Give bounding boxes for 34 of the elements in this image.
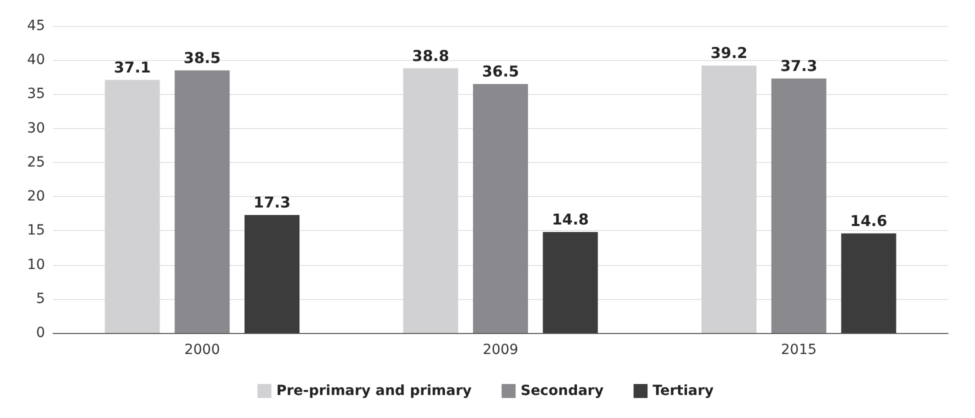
data-label: 36.5 xyxy=(482,62,520,80)
legend-label: Secondary xyxy=(520,383,604,399)
y-tick-label: 10 xyxy=(27,256,45,273)
data-label: 37.3 xyxy=(780,57,818,76)
y-tick-label: 30 xyxy=(27,120,45,136)
bar xyxy=(701,66,756,333)
data-label: 37.1 xyxy=(114,58,151,76)
bar xyxy=(244,214,300,333)
x-tick-label: 2015 xyxy=(781,342,817,358)
bar xyxy=(104,80,160,333)
bar xyxy=(841,233,896,333)
bar xyxy=(174,70,230,333)
y-tick-label: 25 xyxy=(27,154,45,170)
data-label: 14.6 xyxy=(850,212,888,230)
y-tick-label: 35 xyxy=(27,86,45,102)
bar xyxy=(403,68,458,333)
bar xyxy=(771,78,826,333)
data-label: 38.5 xyxy=(184,48,221,67)
y-tick-label: 45 xyxy=(27,18,45,34)
data-label: 14.8 xyxy=(552,210,589,229)
data-label: 17.3 xyxy=(254,193,291,212)
y-tick-label: 0 xyxy=(36,325,45,341)
x-tick-label: 2000 xyxy=(184,342,220,358)
bar xyxy=(473,84,528,333)
y-tick-label: 20 xyxy=(27,188,45,205)
legend-label: Tertiary xyxy=(652,383,714,399)
data-label: 38.8 xyxy=(412,46,450,65)
data-label: 39.2 xyxy=(710,44,748,62)
bar xyxy=(542,232,598,333)
y-tick-label: 40 xyxy=(27,52,45,68)
legend-label: Pre-primary and primary xyxy=(276,383,472,399)
y-tick-label: 5 xyxy=(36,290,45,307)
x-tick-label: 2009 xyxy=(482,342,518,358)
y-tick-label: 15 xyxy=(27,222,45,239)
